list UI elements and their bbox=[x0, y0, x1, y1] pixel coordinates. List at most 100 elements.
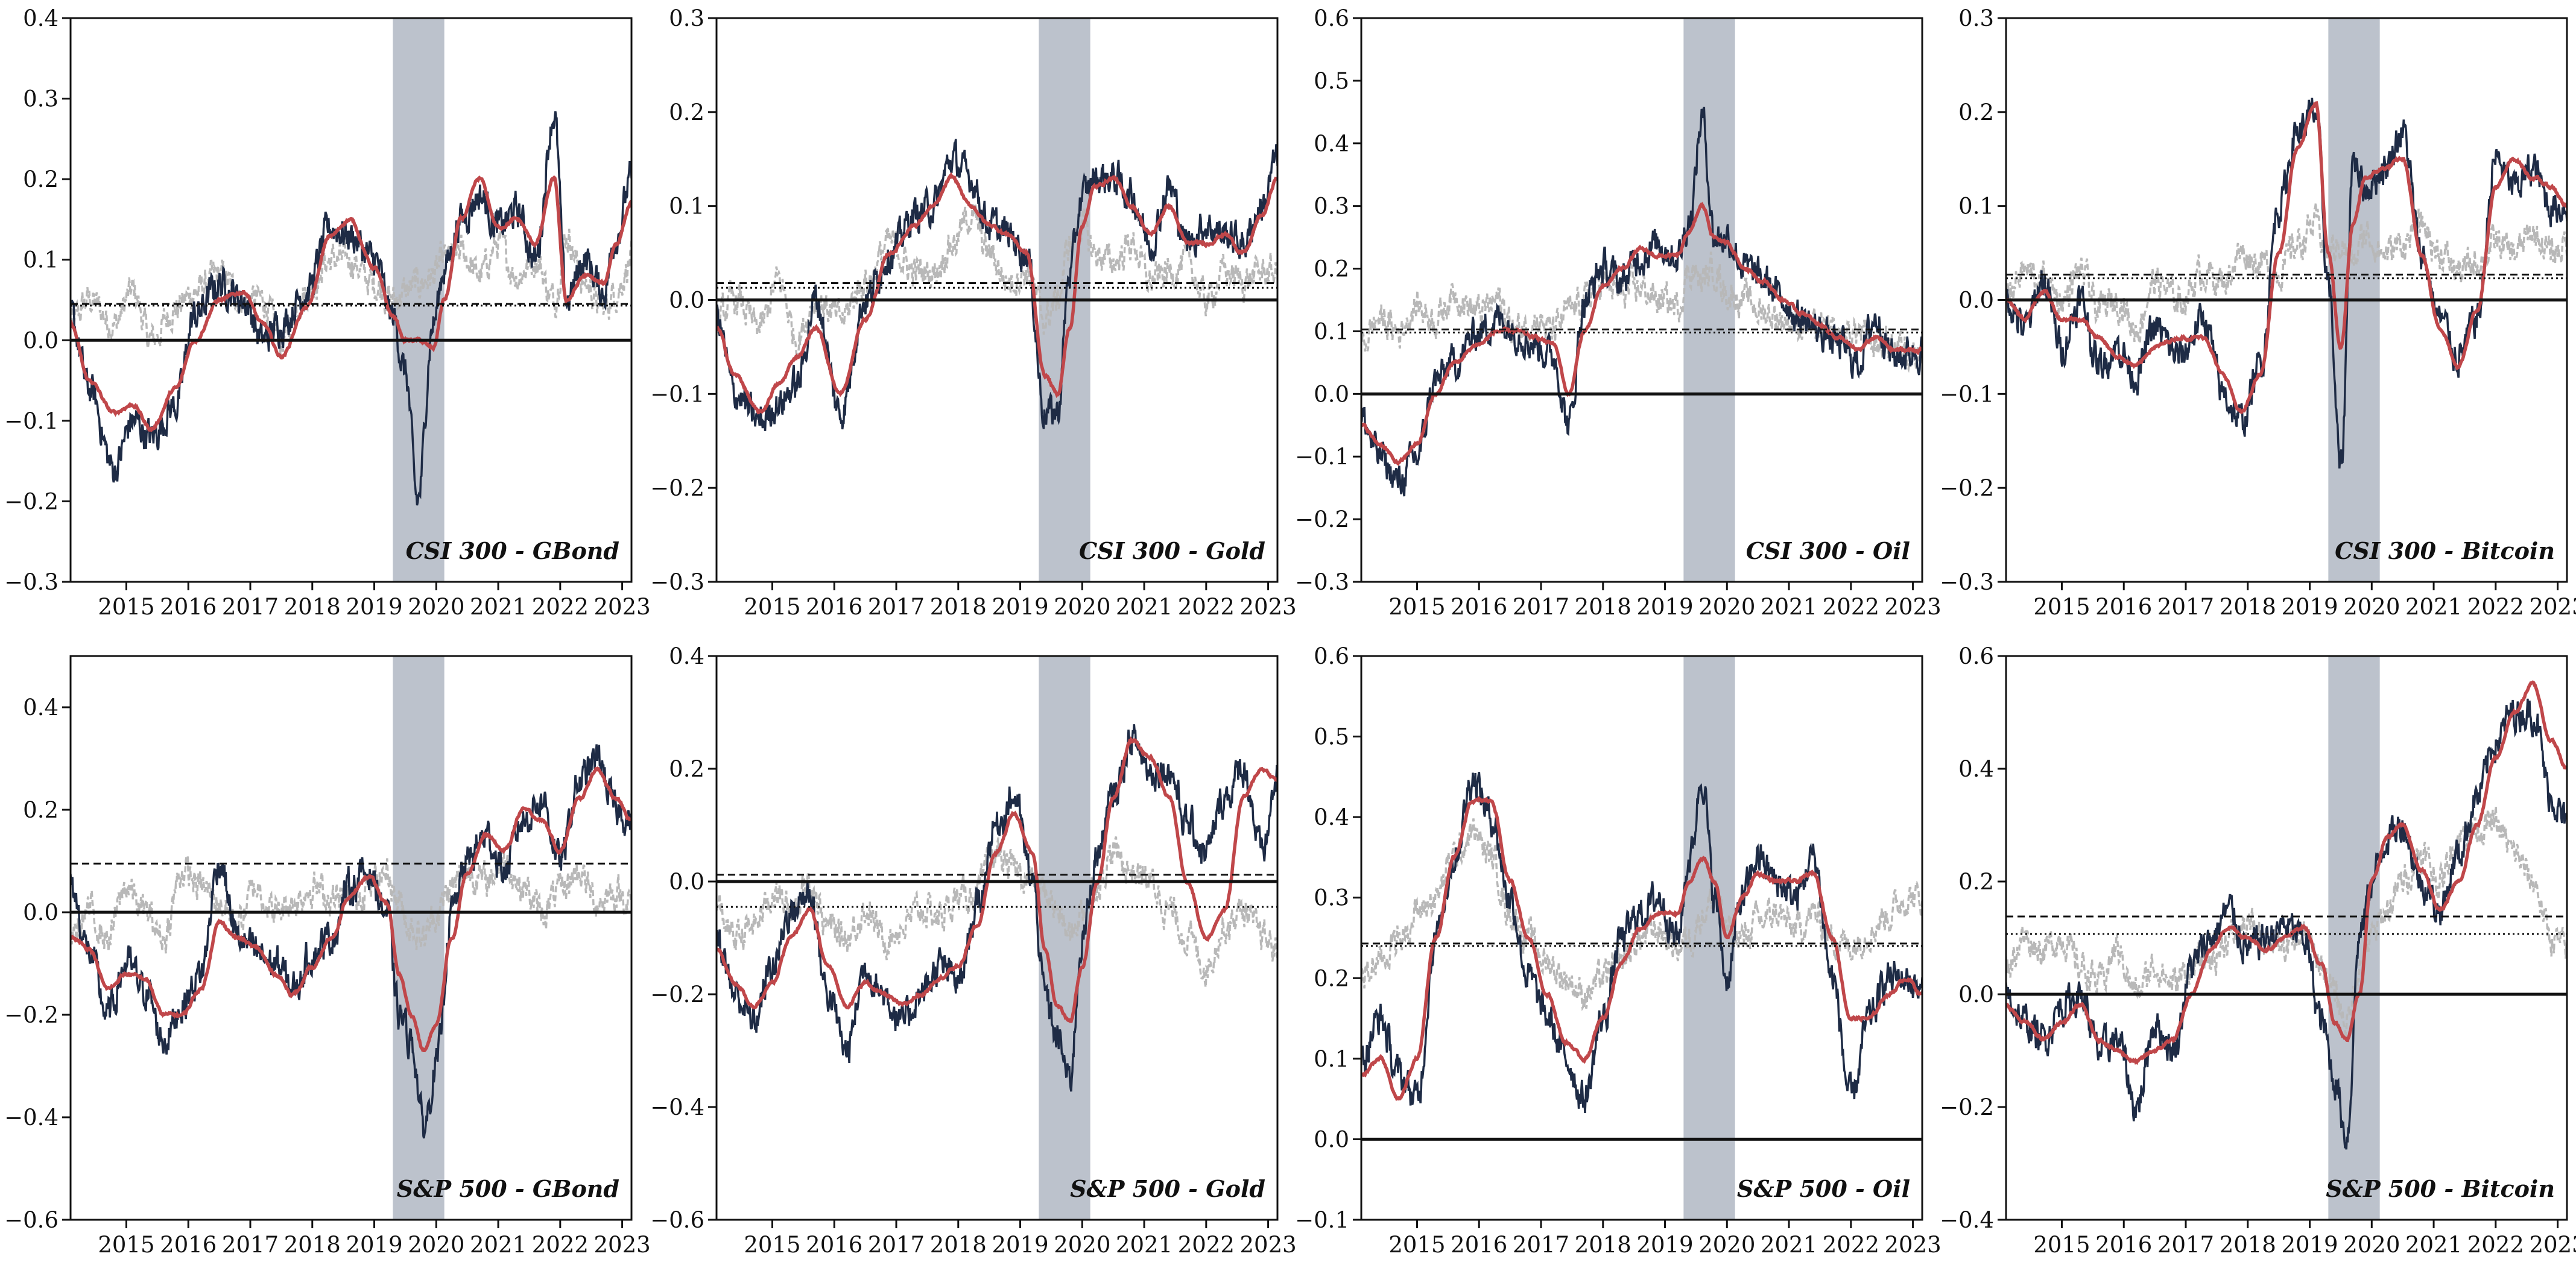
x-tick-label: 2020 bbox=[1698, 594, 1755, 620]
x-tick-label: 2015 bbox=[98, 1232, 154, 1258]
x-tick-label: 2021 bbox=[470, 594, 527, 620]
x-tick-label: 2022 bbox=[2467, 1232, 2524, 1258]
x-tick-label: 2017 bbox=[868, 1232, 925, 1258]
y-tick-label: −0.2 bbox=[650, 475, 704, 501]
series-secondary bbox=[71, 222, 631, 355]
panel-4: −0.3 −0.2 −0.1 0.0 0.1 0.2 0.3 2015 2016 2017 2018… bbox=[1940, 5, 2576, 620]
y-tick-label: 0.2 bbox=[1314, 965, 1349, 991]
series-primary bbox=[2006, 698, 2567, 1150]
y-tick-label: −0.6 bbox=[650, 1207, 704, 1233]
series-smoothed bbox=[71, 175, 631, 433]
y-tick-label: 0.1 bbox=[1314, 318, 1349, 344]
y-tick-label: −0.3 bbox=[4, 569, 59, 595]
y-tick-label: 0.1 bbox=[1314, 1046, 1349, 1072]
panel-2: −0.3 −0.2 −0.1 0.0 0.1 0.2 0.3 2015 2016 2017 2018… bbox=[650, 5, 1297, 620]
y-tick-label: 0.2 bbox=[1314, 256, 1349, 282]
panel-title: S&P 500 - Bitcoin bbox=[2326, 1175, 2555, 1202]
y-tick-label: 0.2 bbox=[1958, 99, 1994, 125]
y-tick-label: 0.4 bbox=[1314, 131, 1349, 157]
y-tick-label: −0.3 bbox=[1940, 569, 1994, 595]
series-smoothed bbox=[1361, 796, 1922, 1102]
y-tick-label: −0.1 bbox=[650, 381, 704, 407]
y-tick-label: 0.0 bbox=[1958, 982, 1994, 1008]
x-tick-label: 2021 bbox=[2405, 1232, 2462, 1258]
y-tick-label: 0.2 bbox=[1958, 869, 1994, 895]
series-secondary bbox=[71, 848, 631, 954]
axes-frame bbox=[1360, 655, 1923, 1221]
y-tick-label: 0.2 bbox=[669, 756, 704, 782]
y-tick-label: −0.1 bbox=[1940, 381, 1994, 407]
y-tick-label: 0.1 bbox=[1958, 194, 1994, 219]
x-tick-label: 2021 bbox=[470, 1232, 527, 1258]
x-tick-label: 2019 bbox=[2281, 594, 2338, 620]
plot-area bbox=[717, 724, 1277, 1092]
y-tick-label: 0.3 bbox=[1314, 885, 1349, 911]
x-tick-label: 2022 bbox=[1823, 594, 1879, 620]
x-tick-label: 2015 bbox=[744, 1232, 800, 1258]
axes-frame bbox=[2005, 655, 2568, 1221]
panel-title: CSI 300 - Oil bbox=[1746, 537, 1910, 564]
shaded-period bbox=[2328, 656, 2380, 1220]
x-tick-label: 2023 bbox=[2529, 1232, 2576, 1258]
y-tick-label: −0.2 bbox=[1940, 475, 1994, 501]
x-tick-label: 2017 bbox=[2157, 594, 2214, 620]
x-tick-label: 2022 bbox=[1823, 1232, 1879, 1258]
y-tick-label: −0.1 bbox=[1295, 444, 1349, 470]
x-tick-label: 2020 bbox=[1054, 1232, 1110, 1258]
series-primary bbox=[1361, 771, 1922, 1114]
x-tick-label: 2020 bbox=[1054, 594, 1110, 620]
y-tick-label: 0.0 bbox=[23, 900, 59, 926]
x-tick-label: 2022 bbox=[2467, 594, 2524, 620]
x-tick-label: 2021 bbox=[1116, 594, 1172, 620]
series-smoothed bbox=[2006, 101, 2567, 414]
panel-title: S&P 500 - GBond bbox=[397, 1175, 619, 1202]
x-tick-label: 2017 bbox=[1513, 594, 1569, 620]
axes-frame bbox=[1360, 17, 1923, 583]
x-tick-label: 2017 bbox=[222, 594, 279, 620]
y-tick-label: 0.3 bbox=[1314, 194, 1349, 219]
x-tick-label: 2019 bbox=[2281, 1232, 2338, 1258]
x-tick-label: 2018 bbox=[2220, 594, 2276, 620]
x-tick-label: 2015 bbox=[98, 594, 154, 620]
x-tick-label: 2018 bbox=[930, 594, 987, 620]
x-tick-label: 2022 bbox=[1178, 594, 1235, 620]
y-tick-label: 0.0 bbox=[1958, 288, 1994, 314]
series-smoothed bbox=[717, 736, 1277, 1023]
y-tick-label: 0.0 bbox=[1314, 381, 1349, 407]
x-tick-label: 2023 bbox=[1239, 594, 1296, 620]
series-secondary bbox=[717, 204, 1277, 359]
y-tick-label: 0.3 bbox=[1958, 5, 1994, 31]
y-tick-label: 0.4 bbox=[23, 5, 59, 31]
plot-area bbox=[2006, 680, 2567, 1150]
y-tick-label: −0.2 bbox=[1940, 1094, 1994, 1120]
x-tick-label: 2015 bbox=[1388, 1232, 1445, 1258]
x-tick-label: 2023 bbox=[1884, 1232, 1941, 1258]
x-tick-label: 2023 bbox=[593, 594, 650, 620]
panel-title: CSI 300 - Gold bbox=[1079, 537, 1265, 564]
y-tick-label: 0.5 bbox=[1314, 724, 1349, 750]
x-tick-label: 2019 bbox=[992, 594, 1048, 620]
plot-area bbox=[1361, 106, 1922, 497]
panel-title: S&P 500 - Gold bbox=[1070, 1175, 1265, 1202]
x-tick-label: 2017 bbox=[222, 1232, 279, 1258]
x-tick-label: 2015 bbox=[2033, 1232, 2090, 1258]
y-tick-label: −0.4 bbox=[1940, 1207, 1994, 1233]
panel-8: −0.4 −0.2 0.0 0.2 0.4 0.6 2015 2016 2017 2018 2019… bbox=[1940, 643, 2576, 1258]
y-tick-label: 0.4 bbox=[1314, 804, 1349, 830]
x-tick-label: 2019 bbox=[346, 594, 402, 620]
y-tick-label: 0.6 bbox=[1314, 643, 1349, 669]
series-smoothed bbox=[717, 172, 1277, 415]
x-tick-label: 2017 bbox=[1513, 1232, 1569, 1258]
x-tick-label: 2016 bbox=[160, 594, 217, 620]
x-tick-label: 2019 bbox=[992, 1232, 1048, 1258]
plot-area bbox=[71, 111, 631, 506]
panel-6: −0.6 −0.4 −0.2 0.0 0.2 0.4 2015 2016 2017 2018 201… bbox=[650, 643, 1297, 1258]
x-tick-label: 2022 bbox=[1178, 1232, 1235, 1258]
plot-area bbox=[2006, 97, 2567, 468]
x-tick-label: 2023 bbox=[1239, 1232, 1296, 1258]
series-primary bbox=[1361, 106, 1922, 497]
y-tick-label: −0.2 bbox=[4, 488, 59, 514]
y-tick-label: 0.0 bbox=[669, 288, 704, 314]
